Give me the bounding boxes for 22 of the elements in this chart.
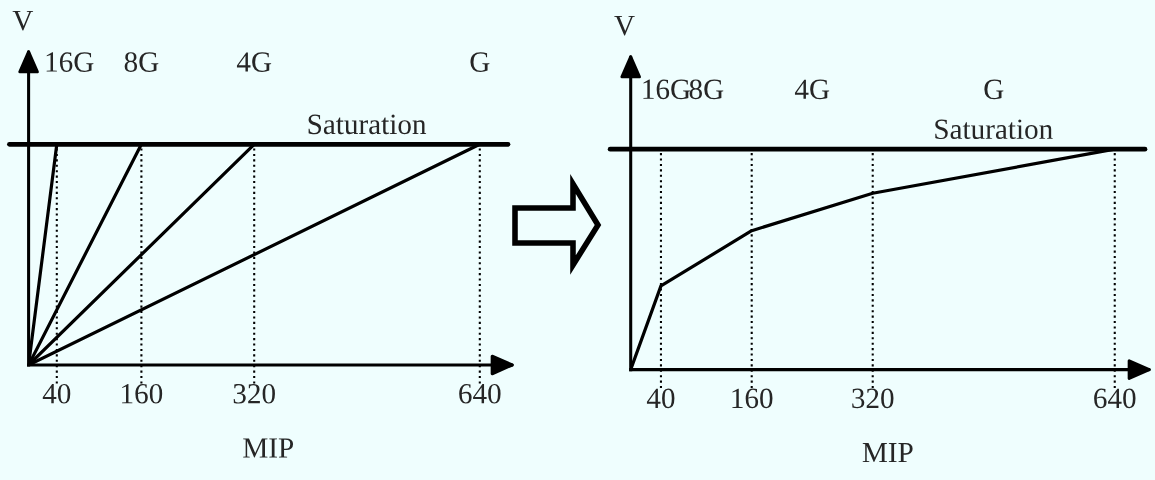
x-tick-label: 160 bbox=[732, 388, 773, 409]
x-tick-label: 40 bbox=[646, 388, 675, 409]
x-tick-label: 40 bbox=[42, 383, 71, 404]
ref-line-label: Saturation bbox=[935, 119, 1053, 140]
y-axis-title: V bbox=[12, 10, 34, 31]
text: 8G bbox=[689, 79, 724, 100]
text: G bbox=[984, 79, 1004, 100]
x-tick-label: 640 bbox=[1094, 388, 1136, 409]
x-tick-label: 320 bbox=[233, 383, 275, 404]
annotation: 4G bbox=[236, 52, 272, 72]
x-tick-label: 320 bbox=[852, 388, 894, 409]
x-tick-label: 640 bbox=[459, 383, 501, 404]
x-axis-title: MIP bbox=[243, 438, 294, 458]
text: 16G bbox=[643, 79, 691, 100]
y-axis-title: V bbox=[614, 15, 635, 36]
text: 4G bbox=[794, 79, 830, 100]
x-axis-title: MIP bbox=[862, 443, 913, 463]
annotation: G bbox=[470, 52, 490, 72]
ref-line-label: Saturation bbox=[308, 114, 427, 135]
annotation: 8G bbox=[124, 52, 159, 72]
annotation: 16G bbox=[46, 52, 94, 72]
x-tick-label: 160 bbox=[122, 383, 163, 404]
